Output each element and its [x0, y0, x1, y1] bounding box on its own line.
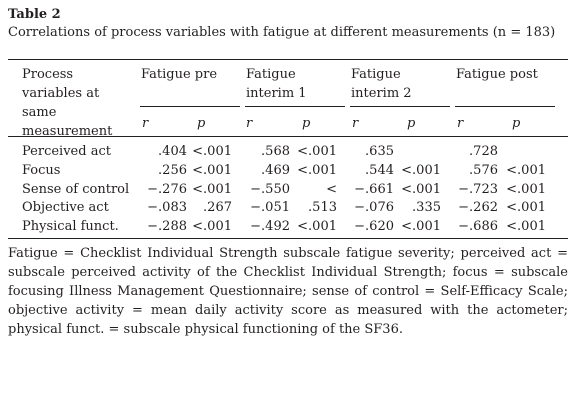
- cell-r-value: .635: [365, 144, 394, 159]
- cell-p-value: <.001: [401, 219, 441, 234]
- subheader-p: p: [197, 116, 206, 131]
- subheader-p: p: [512, 116, 521, 131]
- cell-r-value: .568: [261, 144, 290, 159]
- cell-r-value: .544: [365, 163, 394, 178]
- cell-r-value: −.051: [250, 200, 290, 215]
- row-label-header: Process variables at same measurement: [22, 67, 113, 139]
- group-rule-interim-1: [245, 106, 345, 107]
- cell-r-value: −.620: [354, 219, 394, 234]
- group-rule-pre: [140, 106, 240, 107]
- cell-p-value: .335: [412, 200, 441, 215]
- cell-p-value: <.001: [506, 182, 546, 197]
- table-bottom-rule: [8, 238, 568, 239]
- table-caption: Table 2 Correlations of process variable…: [8, 6, 568, 42]
- cell-p-value: <.001: [192, 144, 232, 159]
- table-title: Correlations of process variables with f…: [8, 25, 556, 40]
- col-group-fatigue-pre: Fatigue pre: [141, 67, 218, 82]
- table-top-rule: [8, 59, 568, 60]
- cell-r-value: .576: [469, 163, 498, 178]
- row-label: Perceived act: [22, 144, 111, 159]
- cell-p-value: <.001: [401, 163, 441, 178]
- cell-p-value: <.001: [192, 163, 232, 178]
- table-footnote: Fatigue = Checklist Individual Strength …: [8, 246, 568, 337]
- table-header-rule: [8, 136, 568, 137]
- cell-p-value: <.001: [192, 219, 232, 234]
- col-group-fatigue-interim-2: Fatigue interim 2: [351, 67, 412, 101]
- subheader-p: p: [407, 116, 416, 131]
- subheader-r: r: [457, 116, 464, 131]
- row-label: Physical funct.: [22, 219, 119, 234]
- subheader-r: r: [352, 116, 359, 131]
- cell-r-value: −.550: [250, 182, 290, 197]
- cell-p-value: .267: [203, 200, 232, 215]
- cell-r-value: −.262: [458, 200, 498, 215]
- row-label: Sense of control: [22, 182, 130, 197]
- cell-r-value: −.288: [147, 219, 187, 234]
- cell-r-value: −.083: [147, 200, 187, 215]
- cell-p-value: <.001: [506, 219, 546, 234]
- cell-p-value: <.001: [506, 200, 546, 215]
- cell-p-value: <.001: [297, 163, 337, 178]
- group-rule-post: [455, 106, 555, 107]
- subheader-p: p: [302, 116, 311, 131]
- cell-r-value: .728: [469, 144, 498, 159]
- col-group-fatigue-post: Fatigue post: [456, 67, 538, 82]
- cell-p-value: .513: [308, 200, 337, 215]
- row-label: Focus: [22, 163, 61, 178]
- cell-r-value: −.492: [250, 219, 290, 234]
- cell-r-value: −.276: [147, 182, 187, 197]
- cell-p-value: <.001: [297, 144, 337, 159]
- cell-r-value: .404: [158, 144, 187, 159]
- cell-r-value: .256: [158, 163, 187, 178]
- col-group-fatigue-interim-1: Fatigue interim 1: [246, 67, 307, 101]
- group-rule-interim-2: [350, 106, 450, 107]
- row-label: Objective act: [22, 200, 109, 215]
- cell-p-value: <.001: [401, 182, 441, 197]
- subheader-r: r: [142, 116, 149, 131]
- cell-r-value: −.076: [354, 200, 394, 215]
- cell-r-value: −.686: [458, 219, 498, 234]
- table-label: Table 2: [8, 7, 61, 22]
- cell-p-value: <: [326, 182, 337, 197]
- cell-p-value: <.001: [192, 182, 232, 197]
- cell-p-value: <.001: [297, 219, 337, 234]
- cell-r-value: −.723: [458, 182, 498, 197]
- cell-r-value: .469: [261, 163, 290, 178]
- cell-r-value: −.661: [354, 182, 394, 197]
- cell-p-value: <.001: [506, 163, 546, 178]
- subheader-r: r: [246, 116, 253, 131]
